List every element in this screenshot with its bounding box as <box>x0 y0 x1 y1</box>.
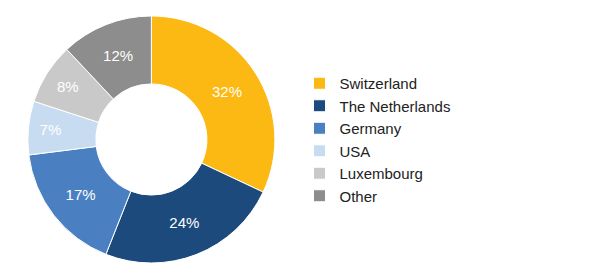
svg-text:Switzerland: Switzerland <box>340 75 418 92</box>
svg-text:USA: USA <box>340 143 371 160</box>
svg-text:Luxembourg: Luxembourg <box>340 165 423 182</box>
svg-text:7%: 7% <box>40 121 62 138</box>
svg-text:Other: Other <box>340 188 378 205</box>
svg-text:The Netherlands: The Netherlands <box>340 98 451 115</box>
svg-text:32%: 32% <box>212 83 242 100</box>
svg-text:17%: 17% <box>66 186 96 203</box>
svg-text:12%: 12% <box>103 47 133 64</box>
svg-text:Germany: Germany <box>340 120 402 137</box>
svg-text:8%: 8% <box>57 78 79 95</box>
svg-text:24%: 24% <box>169 214 199 231</box>
